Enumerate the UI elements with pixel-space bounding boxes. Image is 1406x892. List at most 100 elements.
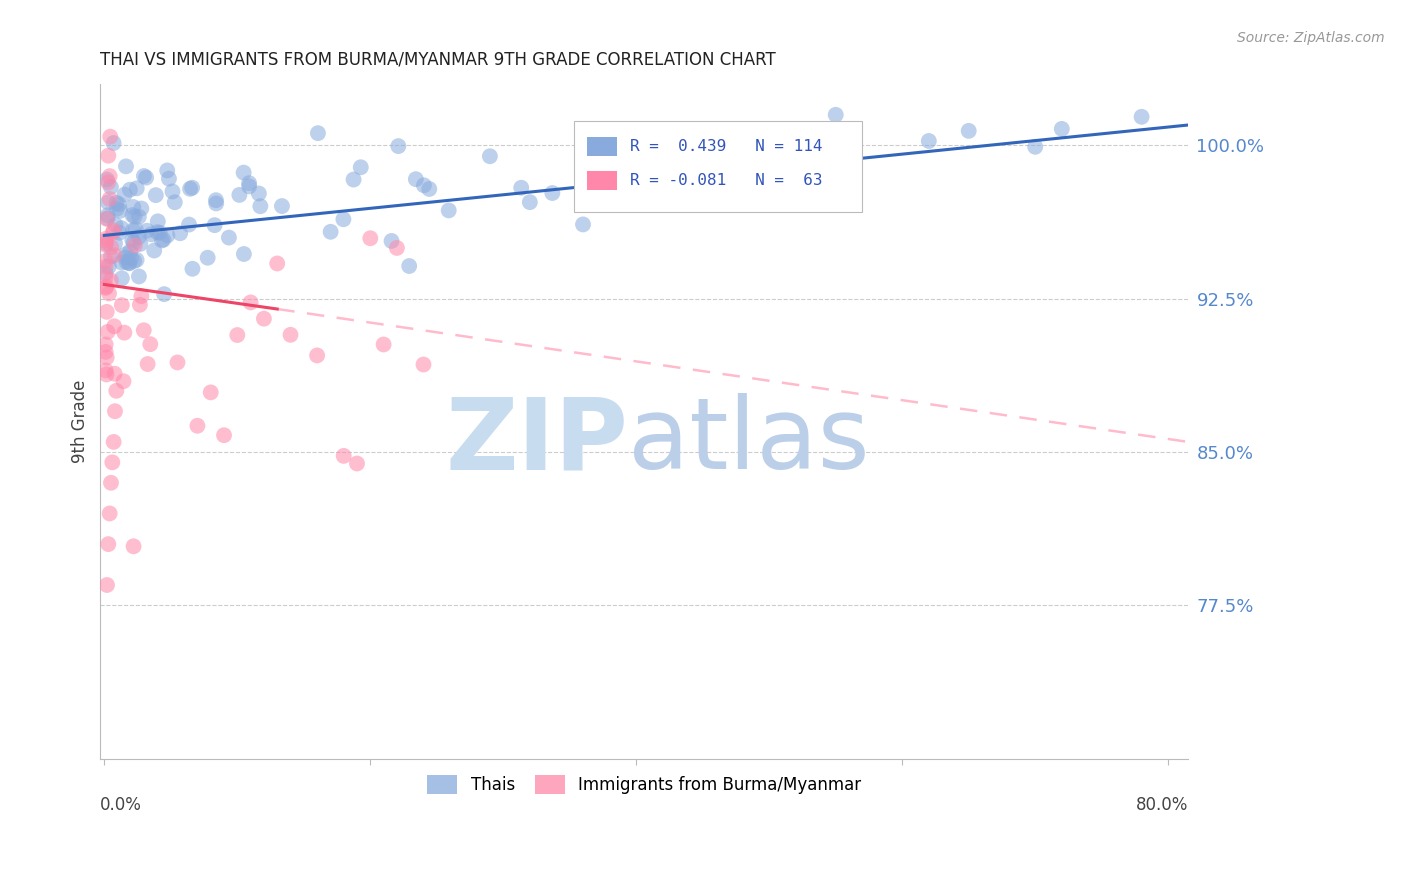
Point <box>135 170 157 185</box>
Point <box>319 225 342 239</box>
Point <box>118 183 141 197</box>
Point <box>197 251 219 265</box>
Point <box>97 176 120 190</box>
Point <box>105 202 128 216</box>
Point <box>94 345 117 359</box>
Point <box>129 236 152 251</box>
Point <box>626 143 648 157</box>
Point <box>103 248 125 262</box>
Point <box>266 256 288 270</box>
Point <box>412 358 434 372</box>
Point <box>122 235 145 250</box>
Point <box>111 298 134 312</box>
Point <box>96 280 118 294</box>
Point <box>97 208 120 222</box>
Point <box>97 149 120 163</box>
Point <box>253 311 276 326</box>
Point <box>583 146 606 161</box>
Point <box>101 226 124 240</box>
Point <box>104 404 127 418</box>
Point <box>115 159 138 173</box>
Point <box>232 247 254 261</box>
Point <box>104 236 127 251</box>
Point <box>108 197 131 211</box>
Point <box>651 132 673 146</box>
Point <box>94 232 117 246</box>
Point <box>232 166 254 180</box>
Point <box>136 224 159 238</box>
Point <box>146 225 169 239</box>
Bar <box>586 171 617 190</box>
Point <box>226 328 249 343</box>
Point <box>94 363 117 377</box>
Point <box>346 457 368 471</box>
Point <box>94 254 117 268</box>
Point <box>120 244 142 259</box>
Point <box>139 337 162 351</box>
Point <box>181 180 204 194</box>
Point <box>110 221 132 235</box>
Point <box>541 186 564 200</box>
Point <box>205 193 228 207</box>
Point <box>97 260 120 274</box>
Point <box>659 168 682 182</box>
Point <box>418 182 440 196</box>
Point <box>124 238 146 252</box>
Point <box>359 231 381 245</box>
Point <box>96 368 118 382</box>
Point <box>103 136 125 150</box>
Point <box>1050 121 1073 136</box>
Text: R = -0.081   N =  63: R = -0.081 N = 63 <box>630 173 823 188</box>
Point <box>101 455 124 469</box>
Point <box>96 578 118 592</box>
Point <box>156 228 179 243</box>
Point <box>98 192 121 206</box>
Point <box>342 172 364 186</box>
Point <box>758 136 780 151</box>
Point <box>574 133 596 147</box>
Point <box>186 418 208 433</box>
Point <box>332 449 354 463</box>
Point <box>228 188 250 202</box>
Y-axis label: 9th Grade: 9th Grade <box>72 380 89 463</box>
Point <box>238 179 260 194</box>
Point <box>1024 140 1046 154</box>
Point <box>98 286 121 301</box>
Point <box>957 124 980 138</box>
Point <box>96 325 118 339</box>
Point <box>98 169 121 183</box>
Point <box>122 254 145 268</box>
Point <box>385 241 408 255</box>
Point <box>98 507 121 521</box>
Point <box>96 211 118 226</box>
Text: Source: ZipAtlas.com: Source: ZipAtlas.com <box>1237 31 1385 45</box>
Point <box>153 287 176 301</box>
Point <box>105 384 128 398</box>
Point <box>103 434 125 449</box>
Point <box>152 233 174 247</box>
Point <box>112 326 135 340</box>
Point <box>572 218 595 232</box>
Point <box>125 222 148 236</box>
Point <box>128 230 150 244</box>
Point <box>249 199 271 213</box>
Point <box>150 233 173 247</box>
Point <box>96 305 118 319</box>
Point <box>120 252 142 266</box>
Point <box>162 185 184 199</box>
Point <box>212 428 235 442</box>
Point <box>115 255 138 269</box>
Point <box>125 252 148 267</box>
Point <box>157 171 180 186</box>
Point <box>94 234 117 248</box>
Point <box>114 251 136 265</box>
Legend: Thais, Immigrants from Burma/Myanmar: Thais, Immigrants from Burma/Myanmar <box>420 769 868 801</box>
Point <box>181 261 204 276</box>
Point <box>128 210 150 224</box>
Text: R =  0.439   N = 114: R = 0.439 N = 114 <box>630 139 823 154</box>
Point <box>387 139 409 153</box>
Text: ZIP: ZIP <box>446 393 628 491</box>
Point <box>332 212 354 227</box>
Point <box>96 172 118 186</box>
Point <box>112 374 135 388</box>
